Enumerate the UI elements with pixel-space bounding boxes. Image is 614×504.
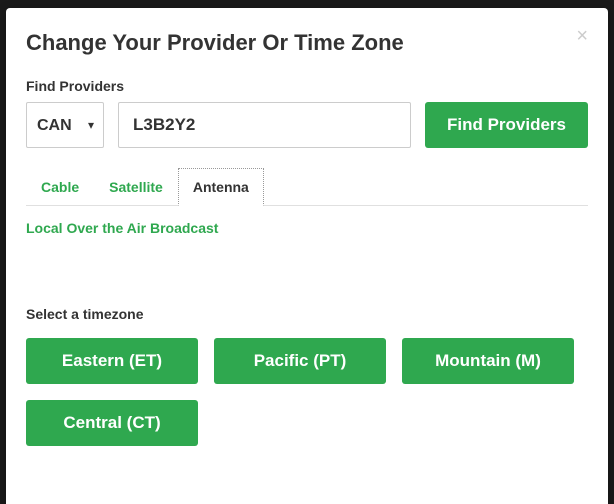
- country-select-wrap: CAN: [26, 102, 104, 148]
- provider-modal: × Change Your Provider Or Time Zone Find…: [6, 8, 608, 504]
- provider-tabs: Cable Satellite Antenna: [26, 168, 588, 206]
- tab-antenna[interactable]: Antenna: [178, 168, 264, 206]
- tz-eastern-button[interactable]: Eastern (ET): [26, 338, 198, 384]
- close-button[interactable]: ×: [576, 26, 588, 46]
- country-select[interactable]: CAN: [26, 102, 104, 148]
- broadcast-link[interactable]: Local Over the Air Broadcast: [26, 220, 218, 236]
- tz-central-button[interactable]: Central (CT): [26, 400, 198, 446]
- find-providers-label: Find Providers: [26, 78, 588, 94]
- tab-cable[interactable]: Cable: [26, 168, 94, 205]
- find-providers-button[interactable]: Find Providers: [425, 102, 588, 148]
- timezone-buttons: Eastern (ET) Pacific (PT) Mountain (M) C…: [26, 338, 588, 446]
- zip-input[interactable]: [118, 102, 411, 148]
- timezone-label: Select a timezone: [26, 306, 588, 322]
- modal-title: Change Your Provider Or Time Zone: [26, 30, 588, 56]
- search-row: CAN Find Providers: [26, 102, 588, 148]
- tab-satellite[interactable]: Satellite: [94, 168, 178, 205]
- tz-pacific-button[interactable]: Pacific (PT): [214, 338, 386, 384]
- tz-mountain-button[interactable]: Mountain (M): [402, 338, 574, 384]
